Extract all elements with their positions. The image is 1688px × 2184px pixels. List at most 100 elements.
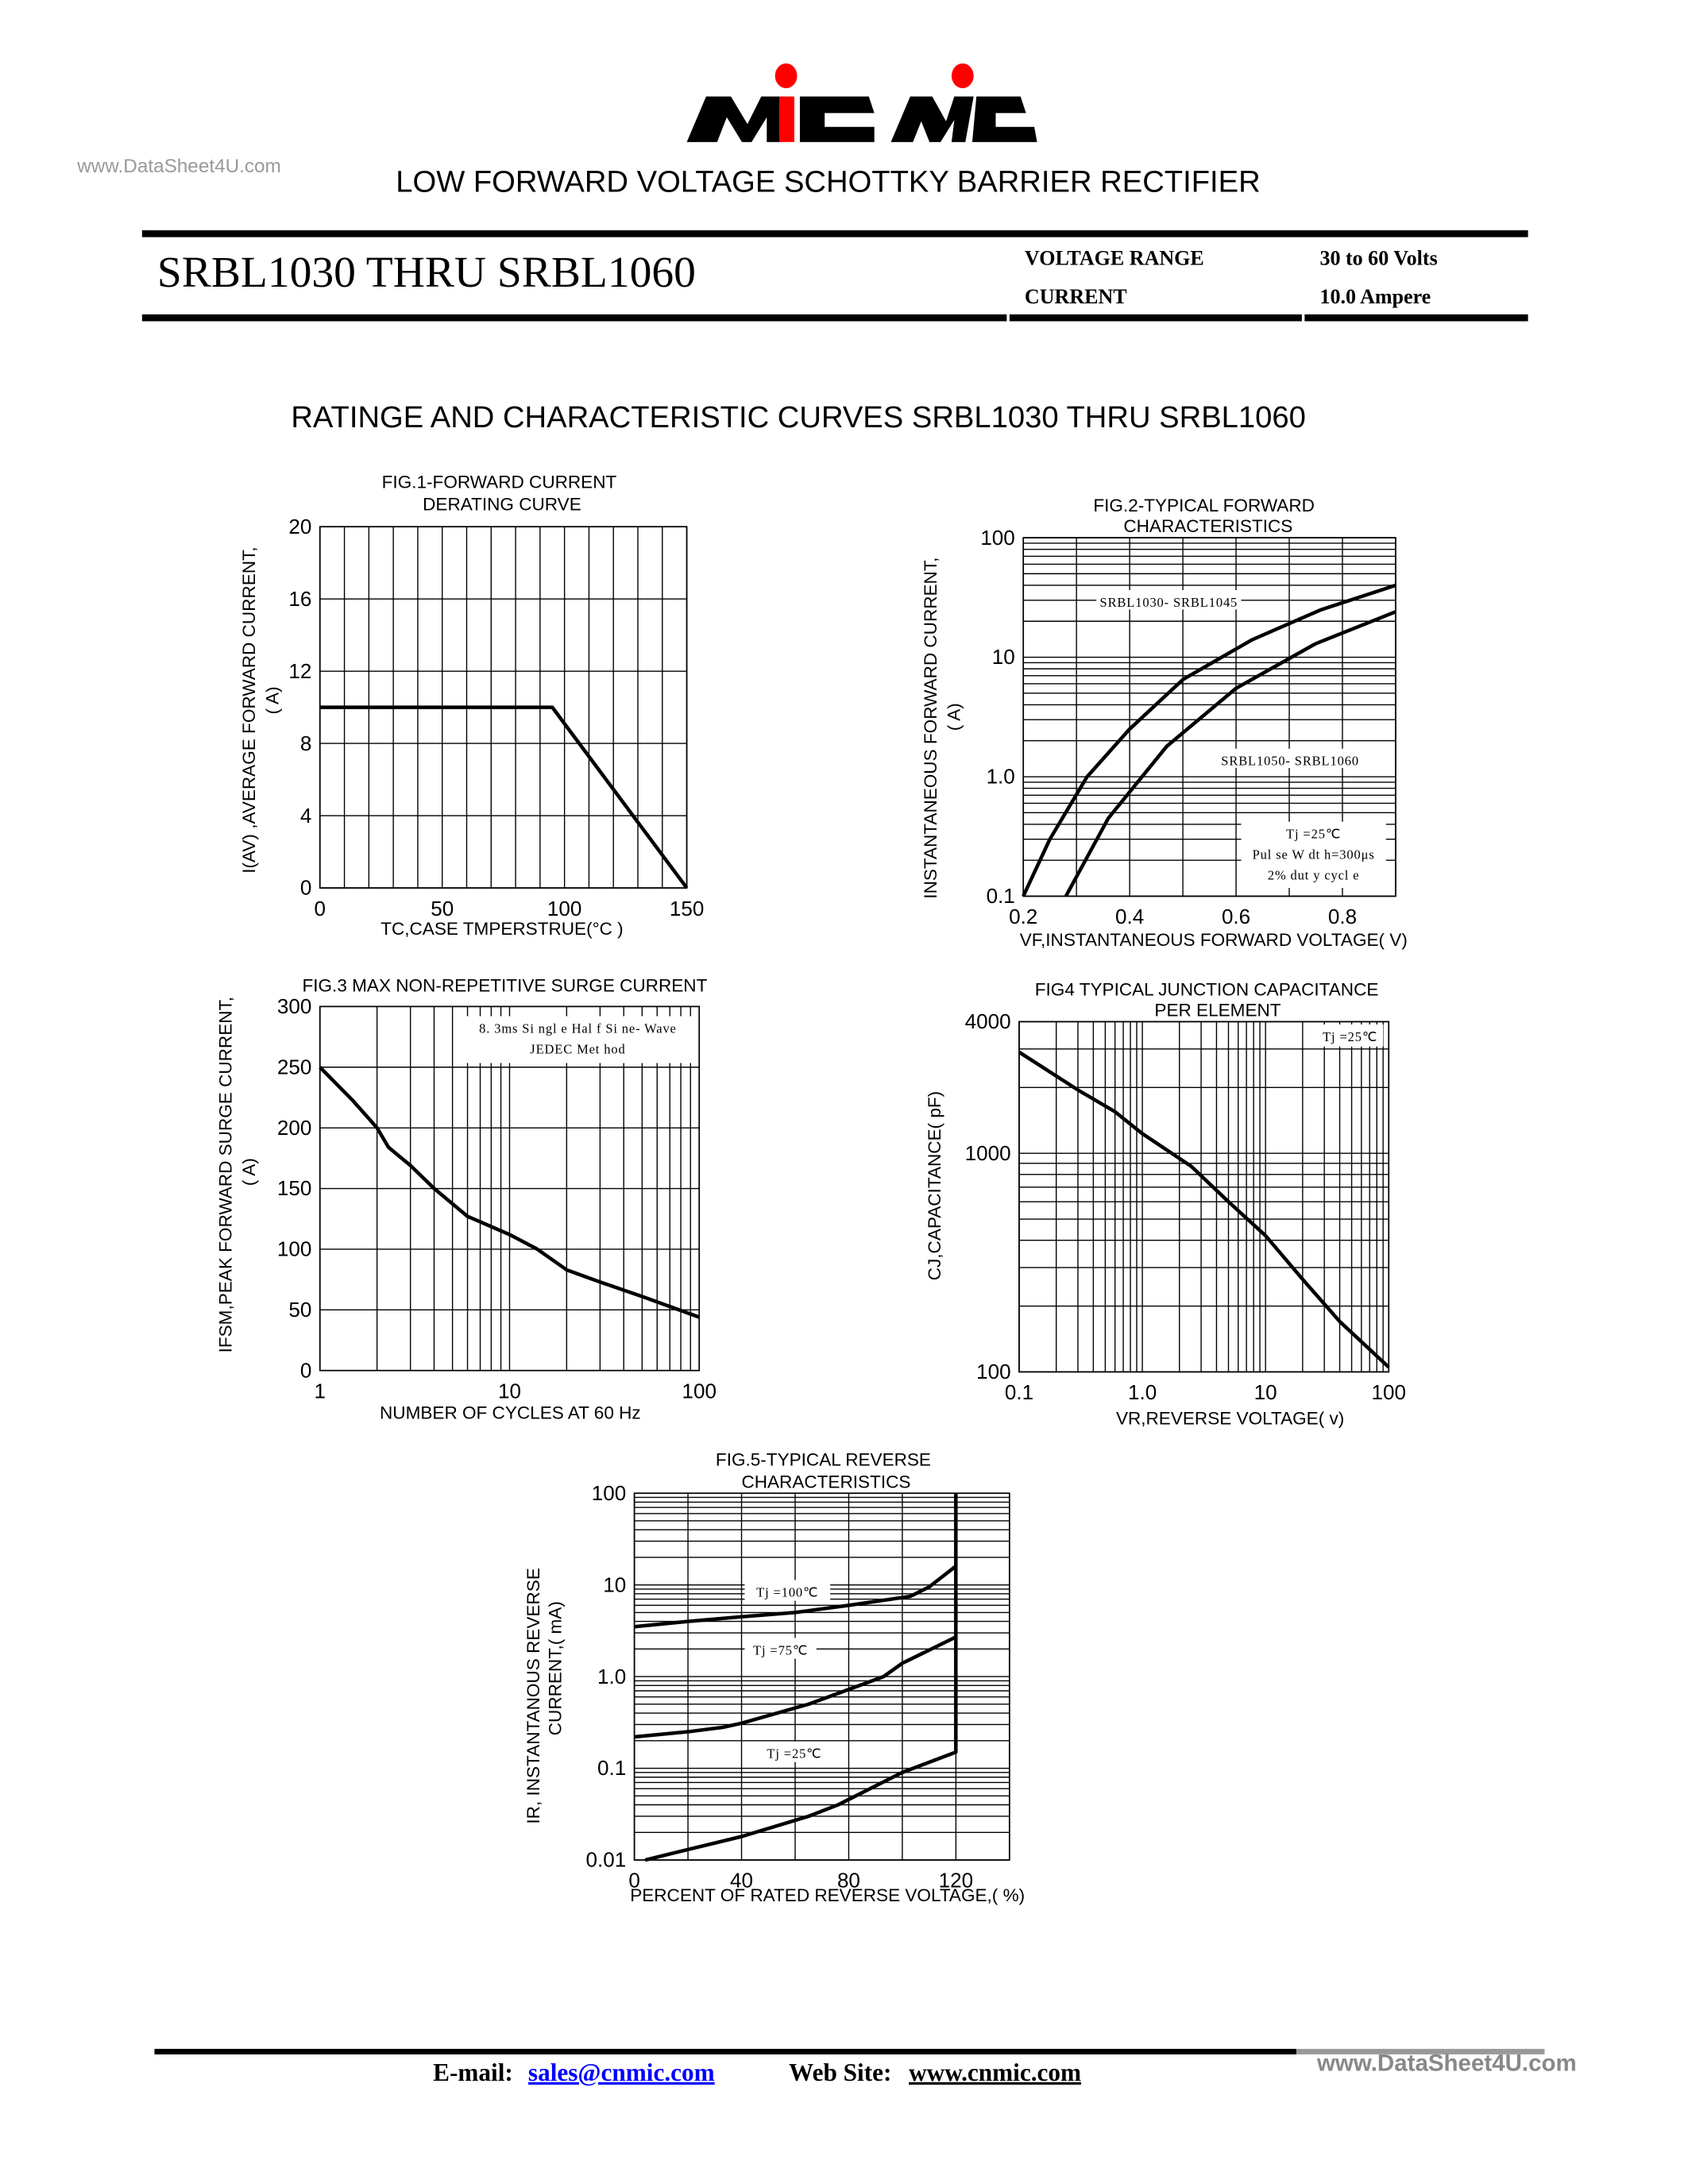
fig2-series-label: SRBL1030- SRBL1045 (1100, 595, 1238, 610)
fig5-series-label-bg (744, 1638, 817, 1659)
fig4-title: FIG4 TYPICAL JUNCTION CAPACITANCE (1035, 979, 1379, 999)
fig1-y-tick-label: 8 (300, 731, 311, 755)
fig5-y-tick-label: 10 (603, 1572, 626, 1596)
fig3-y-tick-label: 200 (277, 1116, 311, 1140)
fig3-y-tick-label: 100 (277, 1237, 311, 1261)
fig4-y-tick-label: 1000 (965, 1141, 1011, 1165)
fig3-y-tick-label: 150 (277, 1176, 311, 1200)
website-link[interactable]: www.cnmic.com (909, 2059, 1081, 2086)
fig3-xlabel: NUMBER OF CYCLES AT 60 Hz (380, 1403, 641, 1422)
spec-label-voltage: VOLTAGE RANGE (1025, 246, 1204, 269)
fig5-title: FIG.5-TYPICAL REVERSE (716, 1449, 931, 1469)
fig4-x-tick-label: 100 (1372, 1380, 1406, 1404)
fig3-y-tick-label: 0 (300, 1358, 311, 1382)
fig2-xlabel: VF,INSTANTANEOUS FORWARD VOLTAGE( V) (1020, 930, 1408, 950)
fig3-title: FIG.3 MAX NON-REPETITIVE SURGE CURRENT (302, 975, 707, 995)
fig5-series-label: Tj =100℃ (756, 1584, 818, 1599)
fig5-x-tick-label: 80 (837, 1869, 860, 1893)
fig1-x-tick-label: 100 (547, 897, 581, 920)
fig2-conditions-note: Tj =25℃ (1286, 827, 1341, 842)
fig3-conditions-note-bg (463, 1016, 693, 1063)
fig3-chart: 1 10 100 0 50 100 150 200 250 300 8. 3ms Si ngl e … (277, 994, 717, 1403)
email-link[interactable]: sales@cnmic.com (528, 2059, 715, 2086)
fig5-ylabel-unit: CURRENT,( mA) (546, 1601, 566, 1735)
fig1-series-line (319, 705, 689, 889)
fig2-conditions-note: 2% dut y cycl e (1268, 868, 1360, 883)
fig2-series-label: SRBL1050- SRBL1060 (1221, 754, 1359, 769)
fig2-series-label-bg (1096, 590, 1242, 610)
fig2-conditions-note-bg (1241, 821, 1386, 889)
fig2-ylabel: INSTANTANEOUS FORWARD CURRENT, (921, 558, 941, 899)
fig5-title-2: CHARACTERISTICS (741, 1472, 910, 1491)
fig1-x-tick-label: 0 (315, 897, 326, 920)
fig1-ylabel-unit: ( A) (263, 686, 283, 714)
fig2-y-tick-label: 0.1 (987, 884, 1015, 908)
spec-label-current: CURRENT (1025, 285, 1127, 308)
fig5-y-tick-label: 100 (592, 1481, 626, 1505)
fig2-title-2: CHARACTERISTICS (1123, 516, 1292, 536)
fig2-plot-frame (1022, 537, 1396, 897)
header-rule-top (141, 230, 1528, 237)
fig3-x-tick-label: 10 (498, 1379, 521, 1403)
fig3-y-tick-label: 300 (277, 994, 311, 1018)
fig4-conditions-note: Tj =25℃ (1323, 1029, 1377, 1044)
fig4-x-tick-label: 1.0 (1128, 1380, 1157, 1404)
fig2-title: FIG.2-TYPICAL FORWARD (1093, 496, 1315, 515)
website-label: Web Site: (789, 2059, 891, 2086)
fig5-y-tick-label: 1.0 (597, 1665, 626, 1688)
fig1-ylabel: I(AV) ,AVERAGE FORWARD CURRENT, (239, 546, 259, 873)
fig5-series-label-bg (744, 1580, 831, 1601)
fig5-series-line (634, 1635, 957, 1739)
fig4-x-tick-label: 0.1 (1005, 1380, 1033, 1404)
fig2-x-tick-label: 0.4 (1115, 905, 1144, 928)
fig3-plot-frame (319, 1005, 701, 1372)
fig2-x-tick-label: 0.6 (1222, 905, 1250, 928)
fig4-conditions-note-bg (1316, 1024, 1384, 1047)
fig1-y-tick-label: 0 (300, 876, 311, 900)
fig3-y-tick-label: 50 (288, 1298, 311, 1322)
fig5-series-label-bg (758, 1741, 831, 1762)
fig2-y-tick-label: 10 (992, 645, 1015, 669)
fig1-chart: 0 50 100 150 0 4 8 12 16 20 (288, 515, 704, 920)
fig3-ylabel-unit: ( A) (239, 1158, 259, 1186)
fig5-plot-frame (633, 1492, 1010, 1861)
fig5-y-tick-label: 0.1 (597, 1756, 626, 1780)
fig4-plot-frame (1018, 1021, 1390, 1373)
fig2-series-label-bg (1217, 748, 1363, 769)
fig1-y-tick-label: 4 (300, 804, 311, 828)
fig3-x-tick-label: 1 (315, 1379, 326, 1403)
fig2-conditions-note: Pul se W dt h=300μs (1253, 847, 1375, 862)
email-label: E-mail: (433, 2059, 513, 2086)
fig5-chart: 0 40 80 120 0.01 0.1 1.0 10 100 Tj =100℃ Tj =75℃ Tj… (586, 1481, 1010, 1893)
fig1-x-tick-label: 150 (670, 897, 704, 920)
fig2-x-tick-label: 0.2 (1009, 905, 1037, 928)
fig4-title-2: PER ELEMENT (1154, 1001, 1280, 1021)
fig5-x-tick-label: 40 (730, 1869, 753, 1893)
footer-rule (154, 2048, 1296, 2055)
fig3-series-line (319, 1066, 700, 1319)
document-subtitle: LOW FORWARD VOLTAGE SCHOTTKY BARRIER REC… (396, 164, 1260, 199)
fig3-conditions-note: JEDEC Met hod (530, 1041, 625, 1056)
spec-value-voltage: 30 to 60 Volts (1319, 246, 1437, 269)
fig4-xlabel: VR,REVERSE VOLTAGE( v) (1116, 1408, 1344, 1428)
spec-value-current: 10.0 Ampere (1319, 285, 1431, 308)
fig1-y-tick-label: 12 (288, 659, 311, 683)
fig3-x-tick-label: 100 (682, 1379, 716, 1403)
fig4-y-tick-label: 100 (976, 1360, 1010, 1383)
fig5-series-line (644, 1493, 958, 1862)
mic-logo (686, 63, 1037, 142)
fig4-y-tick-label: 4000 (965, 1009, 1011, 1033)
fig4-chart: 0.1 1.0 10 100 100 1000 4000 Tj =25℃ (965, 1009, 1406, 1404)
fig5-series-line (634, 1565, 957, 1629)
fig5-series-label: Tj =75℃ (753, 1642, 808, 1657)
fig5-y-tick-label: 0.01 (586, 1848, 627, 1872)
fig2-y-tick-label: 1.0 (987, 765, 1015, 789)
fig5-x-tick-label: 120 (939, 1869, 973, 1893)
fig3-conditions-note: 8. 3ms Si ngl e Hal f Si ne- Wave (479, 1021, 677, 1036)
watermark-bottom: www.DataSheet4U.com (1316, 2051, 1577, 2077)
fig2-series-line (1022, 583, 1396, 897)
fig1-xlabel: TC,CASE TMPERSTRUE(°C ) (380, 919, 623, 939)
watermark-top: www.DataSheet4U.com (76, 156, 281, 177)
fig5-x-tick-label: 0 (628, 1869, 639, 1893)
fig4-ylabel: CJ,CAPACITANCE( pF) (925, 1091, 944, 1280)
